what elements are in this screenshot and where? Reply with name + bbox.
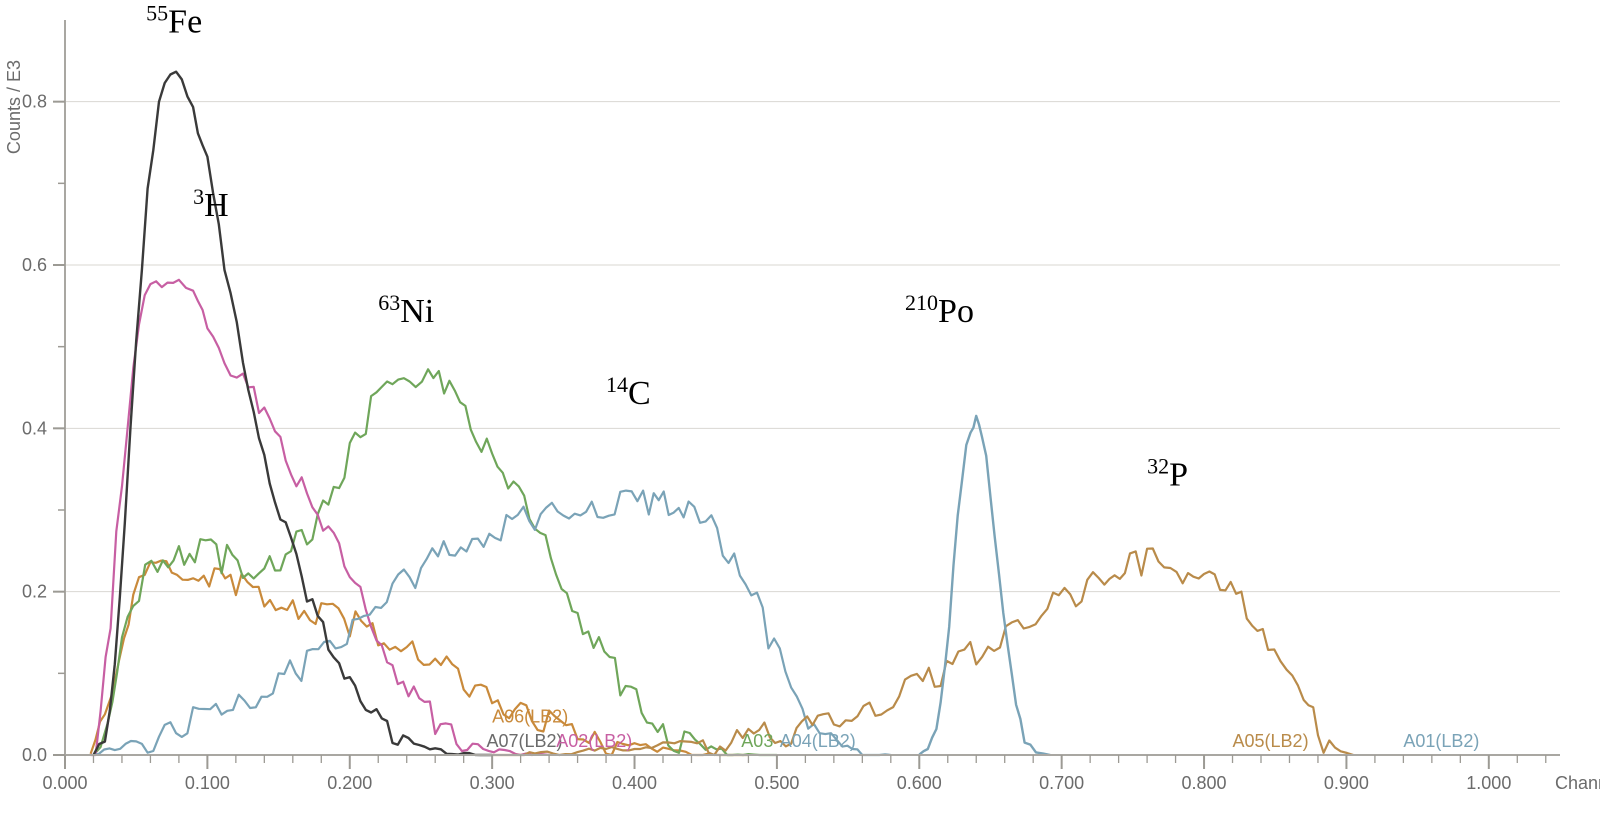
x-tick-label: 0.500	[754, 773, 799, 793]
x-tick-label: 0.300	[470, 773, 515, 793]
y-tick-label: 0.4	[22, 418, 47, 438]
x-tick-label: 1.000	[1466, 773, 1511, 793]
y-tick-label: 0.2	[22, 582, 47, 602]
spectrum-chart: 0.0 0.2 0.4 0.6 0.8 0.000 0.100 0.200 0.300 0.400…	[0, 0, 1600, 825]
series-tag: A03	[741, 731, 773, 751]
x-tick-label: 0.600	[897, 773, 942, 793]
series-tag: A04(LB2)	[780, 731, 856, 751]
x-tick-label: 0.000	[42, 773, 87, 793]
y-tick-label: 0.6	[22, 255, 47, 275]
y-tick-label: 0.8	[22, 92, 47, 112]
x-tick-label: 0.100	[185, 773, 230, 793]
x-axis-title: Chann	[1555, 773, 1600, 793]
x-tick-label: 0.900	[1324, 773, 1369, 793]
chart-container: 0.0 0.2 0.4 0.6 0.8 0.000 0.100 0.200 0.300 0.400…	[0, 0, 1600, 825]
y-tick-label: 0.0	[22, 745, 47, 765]
series-tag: A06(LB2)	[492, 706, 568, 726]
x-tick-label: 0.700	[1039, 773, 1084, 793]
x-tick-label: 0.800	[1182, 773, 1227, 793]
series-tag: A01(LB2)	[1403, 731, 1479, 751]
x-tick-label: 0.400	[612, 773, 657, 793]
series-tag: A02(LB2)	[556, 731, 632, 751]
y-axis-title: Counts / E3	[4, 60, 24, 154]
x-tick-label: 0.200	[327, 773, 372, 793]
series-tag: A07(LB2)	[486, 731, 562, 751]
series-tag: A05(LB2)	[1233, 731, 1309, 751]
